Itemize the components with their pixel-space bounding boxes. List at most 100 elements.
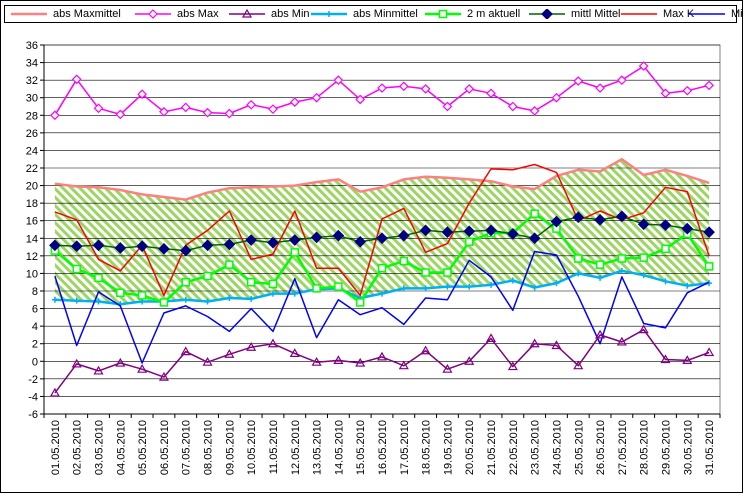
y-tick-label: -4 xyxy=(28,391,38,403)
point-abs-max xyxy=(159,106,169,117)
x-tick-label: 26.05.2010 xyxy=(595,420,607,475)
point-abs-max xyxy=(704,80,714,91)
point-2-m-aktuell xyxy=(246,277,256,287)
point-abs-min xyxy=(202,356,213,366)
point-mittl-mittel xyxy=(267,236,279,249)
point-2-m-aktuell xyxy=(377,263,387,273)
point-mittl-mittel xyxy=(637,218,650,231)
legend-label: abs Minmittel xyxy=(353,8,418,20)
legend-label: abs Max xyxy=(177,8,219,20)
y-tick-label: 26 xyxy=(26,128,38,140)
point-abs-max xyxy=(573,76,584,86)
point-2-m-aktuell xyxy=(181,277,190,287)
point-abs-max xyxy=(398,81,409,92)
point-abs-minmittel xyxy=(553,280,560,287)
x-tick-label: 21.05.2010 xyxy=(486,420,498,475)
point-abs-min xyxy=(660,354,671,364)
point-2-m-aktuell xyxy=(639,253,648,262)
point-2-m-aktuell xyxy=(704,262,714,271)
point-mittl-mittel xyxy=(572,211,585,224)
point-mittl-mittel xyxy=(114,242,127,254)
point-abs-max xyxy=(529,106,540,116)
x-tick-label: 16.05.2010 xyxy=(377,420,389,475)
x-tick-label: 07.05.2010 xyxy=(181,420,193,475)
point-mittl-mittel xyxy=(463,225,476,238)
point-mittl-mittel xyxy=(201,239,214,252)
y-tick-label: 14 xyxy=(26,233,38,245)
point-abs-min xyxy=(682,355,693,365)
point-mittl-mittel xyxy=(703,226,715,238)
point-abs-min xyxy=(246,342,257,351)
y-tick-label: 10 xyxy=(26,268,38,280)
legend-marker xyxy=(541,9,553,19)
legend-label: abs Maxmittel xyxy=(53,8,121,20)
point-abs-max xyxy=(202,107,213,118)
point-abs-min xyxy=(704,347,715,357)
point-abs-min xyxy=(49,387,60,397)
point-2-m-aktuell xyxy=(421,268,430,277)
point-2-m-aktuell xyxy=(530,209,539,218)
legend-marker xyxy=(438,9,448,19)
y-tick-label: 32 xyxy=(26,75,38,87)
point-abs-min xyxy=(93,365,104,375)
point-abs-min xyxy=(137,363,148,373)
point-abs-max xyxy=(50,110,60,121)
point-mittl-mittel xyxy=(506,228,519,240)
point-abs-min xyxy=(180,346,191,356)
point-mittl-mittel xyxy=(594,213,606,226)
point-2-m-aktuell xyxy=(574,254,583,263)
point-mittl-mittel xyxy=(659,219,672,231)
point-mittl-mittel xyxy=(223,238,236,251)
x-tick-label: 17.05.2010 xyxy=(399,420,411,475)
point-abs-minmittel xyxy=(684,282,691,289)
series-line-min-k xyxy=(54,250,710,364)
point-mittl-mittel xyxy=(49,239,61,252)
y-tick-label: -6 xyxy=(28,409,38,421)
y-tick-label: 20 xyxy=(26,181,38,193)
point-abs-max xyxy=(551,92,562,103)
y-tick-label: 36 xyxy=(26,40,38,52)
y-tick-label: 30 xyxy=(26,93,38,105)
point-mittl-mittel xyxy=(92,239,105,252)
series-abs-maxmittel xyxy=(54,157,710,201)
point-mittl-mittel xyxy=(354,235,367,248)
series-2-m-aktuell xyxy=(50,209,714,307)
point-abs-minmittel xyxy=(204,298,211,305)
point-abs-min xyxy=(573,360,584,370)
point-abs-min xyxy=(71,358,82,368)
legend-swatch xyxy=(229,9,265,18)
point-abs-min xyxy=(115,357,126,367)
x-tick-label: 14.05.2010 xyxy=(333,420,345,475)
point-2-m-aktuell xyxy=(355,298,365,307)
point-abs-minmittel xyxy=(509,277,516,284)
legend-swatch xyxy=(135,9,171,19)
point-abs-max xyxy=(507,101,518,112)
point-abs-min xyxy=(158,371,169,381)
point-abs-min xyxy=(485,333,497,343)
x-tick-label: 06.05.2010 xyxy=(159,420,171,475)
point-mittl-mittel xyxy=(288,234,301,246)
point-abs-max xyxy=(442,101,453,112)
x-tick-label: 25.05.2010 xyxy=(573,420,585,475)
point-mittl-mittel xyxy=(179,244,192,257)
x-tick-label: 01.05.2010 xyxy=(50,420,62,475)
x-tick-label: 03.05.2010 xyxy=(94,420,106,475)
point-abs-min xyxy=(507,361,518,371)
y-tick-label: -2 xyxy=(28,374,38,386)
point-abs-min xyxy=(398,360,409,370)
range-band xyxy=(54,159,710,305)
x-tick-label: 23.05.2010 xyxy=(530,420,542,475)
point-mittl-mittel xyxy=(528,232,541,245)
point-abs-min xyxy=(595,329,606,339)
x-tick-label: 02.05.2010 xyxy=(72,420,84,475)
point-abs-max xyxy=(93,103,104,114)
point-2-m-aktuell xyxy=(203,271,212,281)
point-2-m-aktuell xyxy=(94,273,103,283)
point-mittl-mittel xyxy=(310,231,323,244)
point-abs-minmittel xyxy=(51,296,58,303)
legend-label: Max K xyxy=(663,8,695,20)
x-tick-label: 12.05.2010 xyxy=(290,420,302,475)
point-abs-max xyxy=(246,99,257,110)
series-abs-max xyxy=(50,61,714,121)
x-tick-label: 11.05.2010 xyxy=(268,420,280,474)
